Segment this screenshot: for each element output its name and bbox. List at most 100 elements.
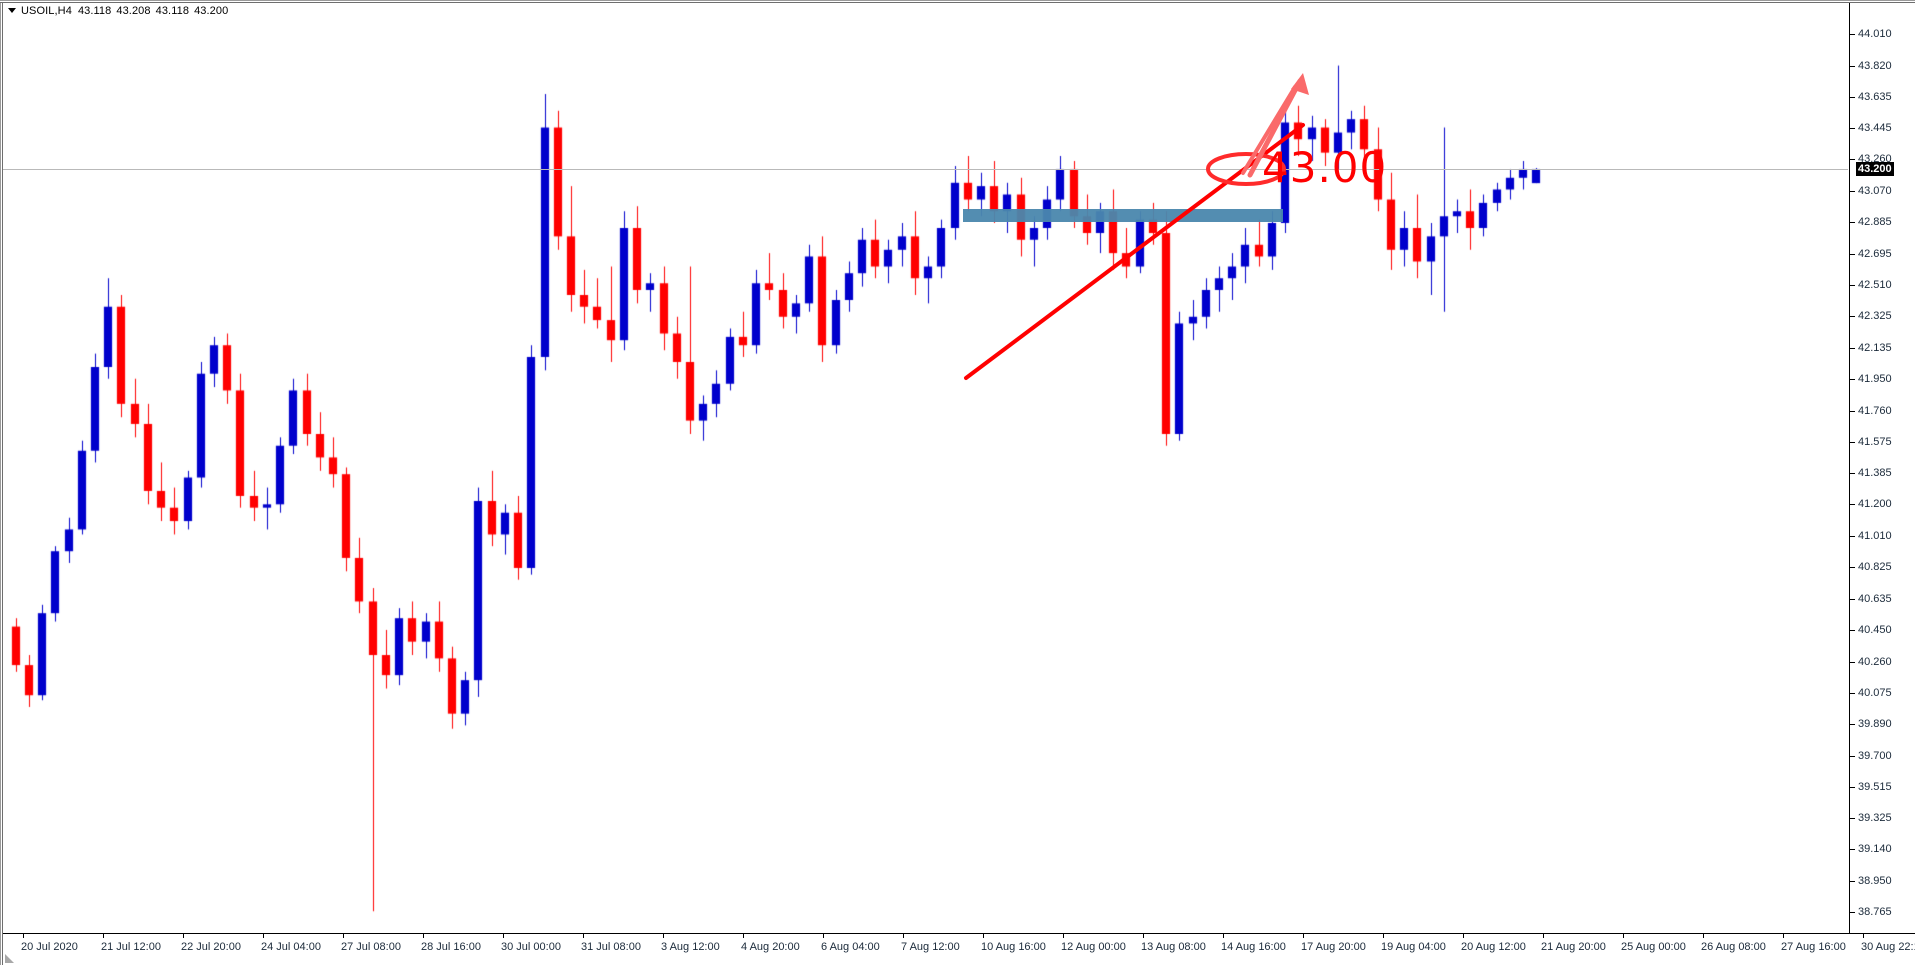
time-tick-label: 22 Jul 20:00 (181, 941, 241, 953)
time-tick-label: 20 Jul 2020 (21, 941, 78, 953)
price-tick-label: 40.825 (1858, 561, 1892, 574)
price-tick (1850, 567, 1855, 569)
price-tick (1850, 33, 1855, 35)
price-tick (1850, 96, 1855, 98)
price-tick-label: 38.765 (1858, 906, 1892, 919)
window-frame-left (0, 3, 3, 965)
price-tick (1850, 692, 1855, 694)
time-tick (1703, 934, 1704, 938)
price-tick (1850, 536, 1855, 538)
price-tick (1850, 881, 1855, 883)
time-tick (1383, 934, 1384, 938)
price-tick (1850, 315, 1855, 317)
time-tick-label: 19 Aug 04:00 (1381, 941, 1446, 953)
price-tick (1850, 629, 1855, 631)
price-tick (1850, 159, 1855, 161)
time-tick (1623, 934, 1624, 938)
price-tick-label: 42.135 (1858, 341, 1892, 354)
time-tick (1303, 934, 1304, 938)
price-tick-label: 39.515 (1858, 780, 1892, 793)
time-tick (1063, 934, 1064, 938)
time-tick (903, 934, 904, 938)
price-tick-label: 39.700 (1858, 749, 1892, 762)
price-tick (1850, 755, 1855, 757)
price-annotation-label: 43.00 (1262, 143, 1388, 192)
ohlc-low: 43.118 (155, 5, 190, 17)
time-tick (823, 934, 824, 938)
price-tick-label: 39.140 (1858, 843, 1892, 856)
chart-canvas[interactable]: 43.00 (3, 3, 1848, 933)
price-tick (1850, 786, 1855, 788)
time-tick (423, 934, 424, 938)
price-tick-label: 40.450 (1858, 623, 1892, 636)
price-tick (1850, 347, 1855, 349)
price-tick (1850, 128, 1855, 130)
time-tick-label: 6 Aug 04:00 (821, 941, 880, 953)
time-tick-label: 21 Jul 12:00 (101, 941, 161, 953)
time-tick-label: 31 Jul 08:00 (581, 941, 641, 953)
time-tick (1783, 934, 1784, 938)
price-tick (1850, 65, 1855, 67)
time-tick-label: 3 Aug 12:00 (661, 941, 720, 953)
price-tick-label: 41.950 (1858, 372, 1892, 385)
current-price-badge: 43.200 (1856, 162, 1894, 177)
chevron-down-icon[interactable] (8, 8, 16, 13)
support-level-line[interactable] (963, 208, 1283, 222)
time-tick-label: 30 Aug 22:15 (1861, 941, 1915, 953)
price-tick (1850, 849, 1855, 851)
price-tick (1850, 598, 1855, 600)
time-tick (1863, 934, 1864, 938)
price-tick-label: 43.260 (1858, 153, 1892, 166)
price-tick-label: 39.325 (1858, 812, 1892, 825)
price-axis[interactable]: 44.010 43.820 43.635 43.445 43.260 43.070 42.8… (1849, 3, 1915, 933)
time-tick-label: 20 Aug 12:00 (1461, 941, 1526, 953)
time-tick (183, 934, 184, 938)
time-tick (343, 934, 344, 938)
time-tick (1143, 934, 1144, 938)
price-tick-label: 41.385 (1858, 467, 1892, 480)
time-tick (743, 934, 744, 938)
time-axis[interactable]: 20 Jul 2020 21 Jul 12:00 22 Jul 20:00 24 Ju… (3, 933, 1915, 965)
symbol-info-header: USOIL,H4 43.118 43.208 43.118 43.200 (8, 5, 233, 17)
price-tick-label: 42.695 (1858, 247, 1892, 260)
time-tick (583, 934, 584, 938)
time-tick (1543, 934, 1544, 938)
price-tick-label: 40.075 (1858, 686, 1892, 699)
price-tick-label: 42.885 (1858, 216, 1892, 229)
price-tick (1850, 661, 1855, 663)
time-tick-label: 4 Aug 20:00 (741, 941, 800, 953)
candlestick-plot (3, 3, 1848, 933)
price-tick-label: 40.260 (1858, 655, 1892, 668)
time-tick-label: 14 Aug 16:00 (1221, 941, 1286, 953)
time-tick-label: 17 Aug 20:00 (1301, 941, 1366, 953)
price-tick-label: 43.070 (1858, 185, 1892, 198)
price-tick-label: 42.325 (1858, 309, 1892, 322)
ohlc-close: 43.200 (194, 5, 229, 17)
price-tick-label: 41.760 (1858, 404, 1892, 417)
time-tick-label: 10 Aug 16:00 (981, 941, 1046, 953)
price-tick-label: 42.510 (1858, 278, 1892, 291)
price-tick (1850, 222, 1855, 224)
time-tick-label: 28 Jul 16:00 (421, 941, 481, 953)
price-tick-label: 39.890 (1858, 717, 1892, 730)
time-tick-label: 27 Aug 16:00 (1781, 941, 1846, 953)
current-price-line (3, 169, 1848, 171)
time-tick-label: 12 Aug 00:00 (1061, 941, 1126, 953)
time-tick (1463, 934, 1464, 938)
price-tick (1850, 473, 1855, 475)
ohlc-high: 43.208 (116, 5, 151, 17)
price-tick (1850, 723, 1855, 725)
time-tick (503, 934, 504, 938)
price-tick-label: 41.575 (1858, 435, 1892, 448)
price-tick-label: 41.200 (1858, 498, 1892, 511)
price-tick-label: 44.010 (1858, 27, 1892, 40)
time-tick (1223, 934, 1224, 938)
price-tick (1850, 912, 1855, 914)
time-tick-label: 26 Aug 08:00 (1701, 941, 1766, 953)
price-tick (1850, 410, 1855, 412)
price-tick (1850, 191, 1855, 193)
resize-grip-icon[interactable] (5, 954, 14, 963)
price-tick-label: 40.635 (1858, 592, 1892, 605)
time-tick-label: 30 Jul 00:00 (501, 941, 561, 953)
price-tick (1850, 284, 1855, 286)
